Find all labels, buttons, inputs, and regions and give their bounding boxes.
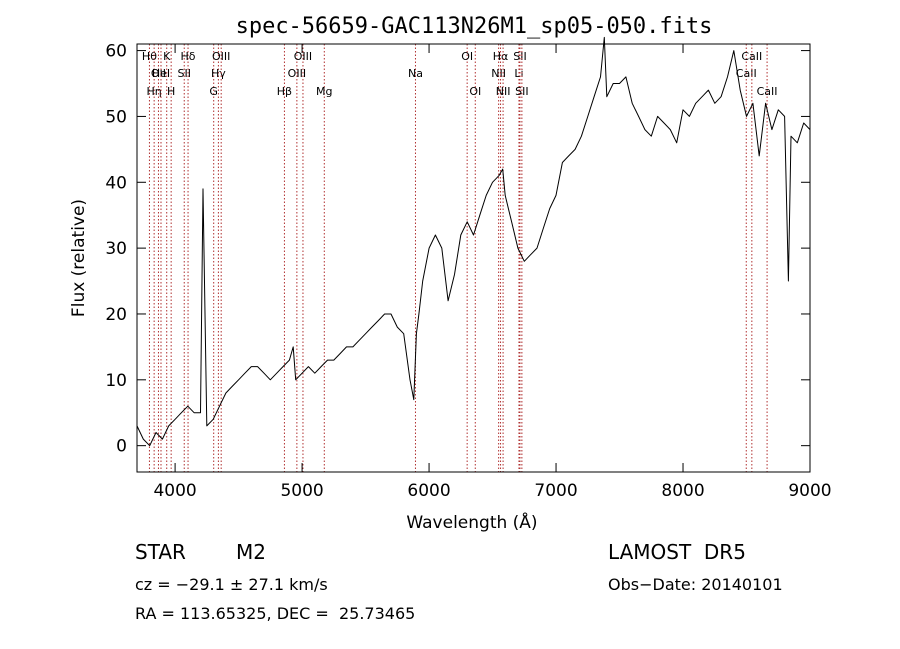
y-tick-label-2: 20 — [105, 305, 127, 325]
line-marker-label-6: SII — [177, 67, 190, 80]
x-tick-label-1: 5000 — [280, 481, 323, 501]
axes: 4000 5000 6000 7000 8000 9000 0 10 20 30 40 50 60 — [105, 42, 831, 501]
line-marker-label-26: CaII — [757, 85, 778, 98]
line-marker-label-24: CaII — [736, 67, 757, 80]
line-marker-label-13: OIII — [294, 50, 312, 63]
y-tick-label-3: 30 — [105, 239, 127, 259]
line-marker-label-18: NII — [491, 67, 506, 80]
line-marker-label-12: OIII — [288, 67, 306, 80]
line-marker-label-21: Li — [514, 67, 523, 80]
line-marker-label-23: SII — [515, 85, 528, 98]
line-marker-label-7: Hδ — [181, 50, 196, 63]
x-tick-label-3: 7000 — [534, 481, 577, 501]
chart-title: spec-56659-GAC113N26M1_sp05-050.fits — [236, 14, 713, 39]
y-tick-label-1: 10 — [105, 371, 127, 391]
line-marker-label-2: OII — [151, 67, 166, 80]
redshift-velocity: cz = −29.1 ± 27.1 km/s — [135, 575, 328, 594]
line-marker-label-1: Hη — [147, 85, 162, 98]
line-marker-label-19: Hα — [493, 50, 509, 63]
y-tick-label-0: 0 — [116, 437, 127, 457]
line-marker-label-4: K — [163, 50, 171, 63]
object-class: STAR — [135, 540, 186, 564]
line-marker-label-15: Na — [408, 67, 423, 80]
line-marker-label-8: G — [209, 85, 218, 98]
emission-line-markers: HθHηOIIHeIKHSIIHδGHγOIIIHβOIIIOIIIMgNaOI… — [142, 44, 778, 472]
x-axis-label: Wavelength (Å) — [406, 511, 537, 533]
line-marker-label-20: NII — [496, 85, 511, 98]
plot-frame — [136, 43, 811, 473]
survey-name: LAMOST DR5 — [608, 540, 746, 564]
line-marker-label-11: Hβ — [277, 85, 292, 98]
line-marker-label-25: CaII — [741, 50, 762, 63]
line-marker-label-0: Hθ — [142, 50, 157, 63]
y-axis-label: Flux (relative) — [69, 199, 89, 317]
line-marker-label-14: Mg — [316, 85, 332, 98]
observation-date: Obs−Date: 20140101 — [608, 575, 783, 594]
line-marker-label-17: OI — [469, 85, 481, 98]
x-tick-label-4: 8000 — [661, 481, 704, 501]
spectrum-line — [136, 36, 811, 447]
x-tick-label-5: 9000 — [788, 481, 831, 501]
line-marker-label-9: Hγ — [211, 67, 226, 80]
x-tick-label-2: 6000 — [407, 481, 450, 501]
line-marker-label-16: OI — [461, 50, 473, 63]
line-marker-label-3: HeI — [152, 67, 170, 80]
line-marker-label-10: OIII — [212, 50, 230, 63]
x-tick-label-0: 4000 — [153, 481, 196, 501]
line-marker-label-22: SII — [513, 50, 526, 63]
y-tick-label-6: 60 — [105, 42, 127, 62]
coordinates: RA = 113.65325, DEC = 25.73465 — [135, 604, 416, 623]
object-subclass: M2 — [236, 540, 266, 564]
y-tick-label-5: 50 — [105, 107, 127, 127]
line-marker-label-5: H — [167, 85, 175, 98]
y-tick-label-4: 40 — [105, 173, 127, 193]
